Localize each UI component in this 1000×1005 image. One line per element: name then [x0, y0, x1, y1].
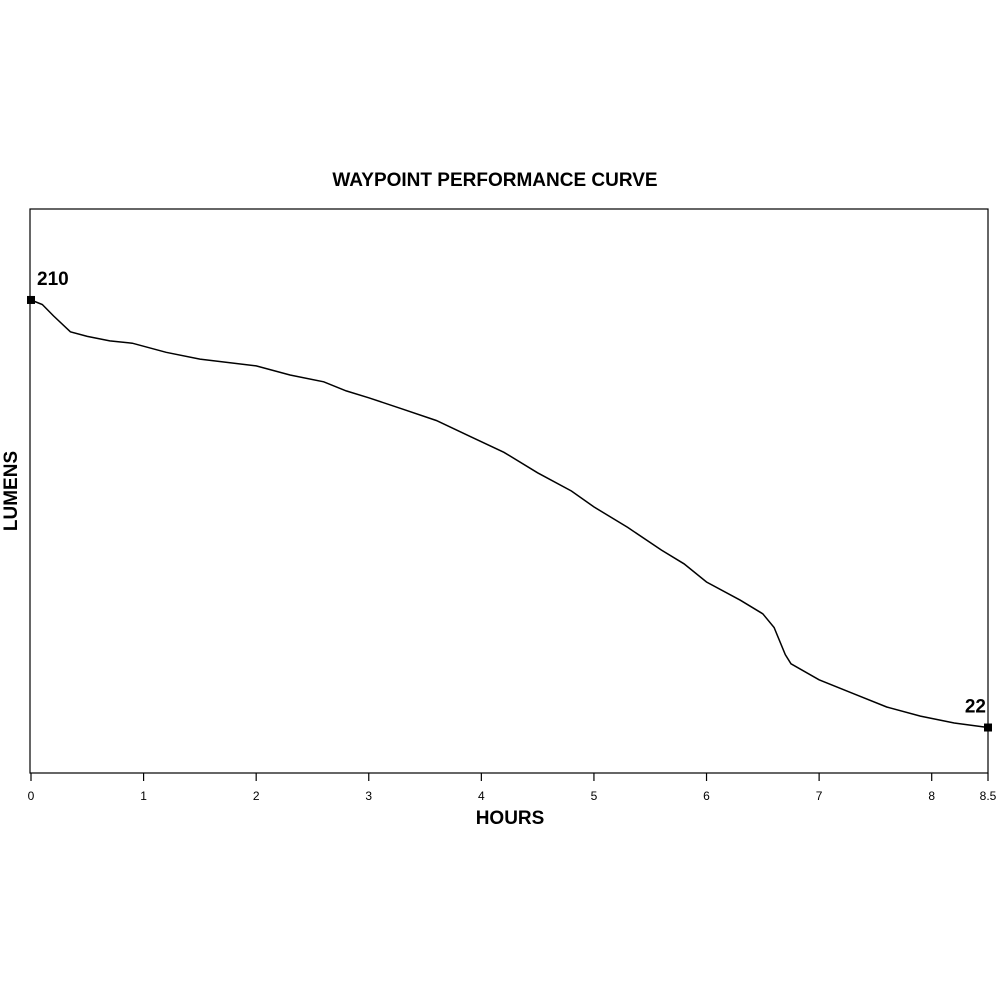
value-label: 22	[965, 697, 986, 718]
x-tick-label: 8	[928, 789, 935, 803]
x-tick-label: 1	[140, 789, 147, 803]
end-marker	[984, 723, 992, 732]
x-tick-label: 5	[591, 789, 598, 803]
chart-title: WAYPOINT PERFORMANCE CURVE	[332, 170, 657, 191]
x-tick-label: 6	[703, 789, 710, 803]
plot-frame	[29, 208, 989, 774]
y-axis-label: LUMENS	[1, 451, 22, 531]
value-label: 210	[37, 269, 69, 290]
x-tick-label: 0	[28, 789, 35, 803]
x-tick-label: 2	[253, 789, 260, 803]
end-marker	[27, 295, 35, 304]
curve	[30, 299, 989, 729]
x-tick-label: 3	[365, 789, 372, 803]
x-axis-label: HOURS	[476, 808, 545, 829]
x-tick-label: 8.5	[980, 789, 997, 803]
x-tick-label: 4	[478, 789, 485, 803]
x-tick-label: 7	[816, 789, 823, 803]
